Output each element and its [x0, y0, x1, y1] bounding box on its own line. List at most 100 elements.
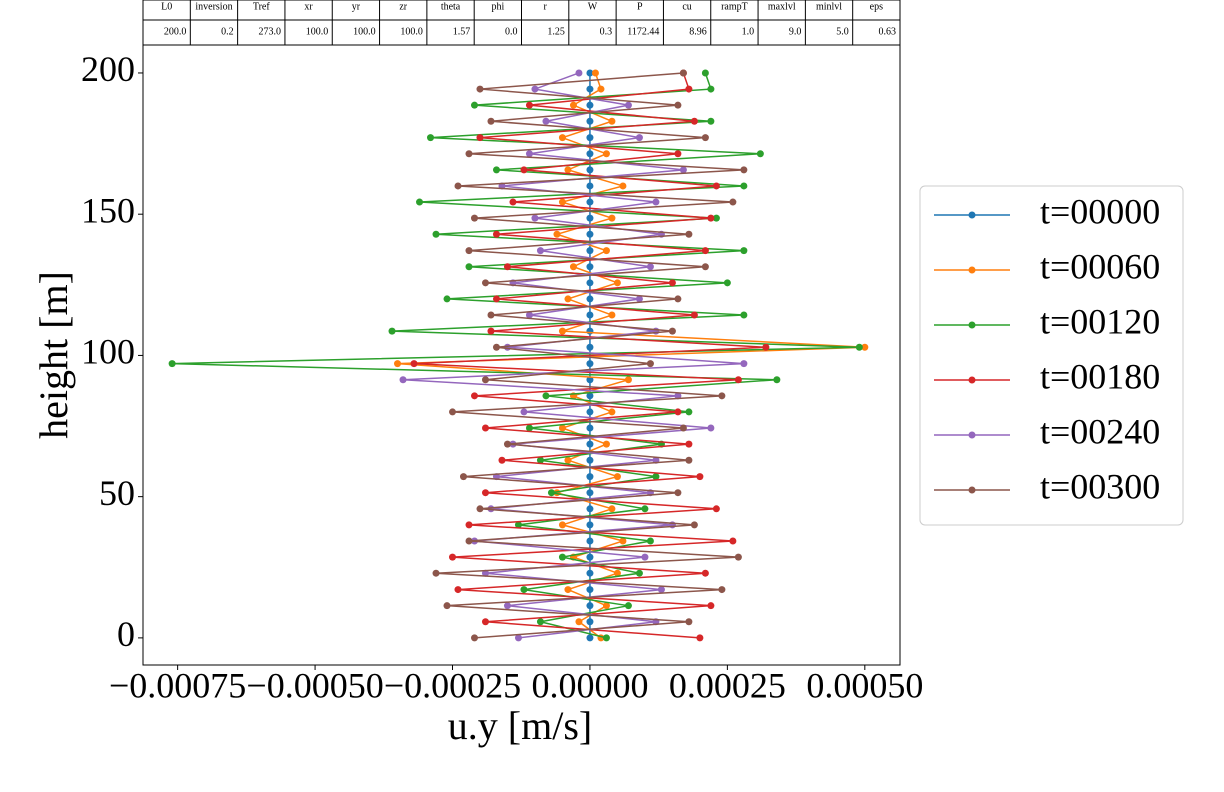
- series-point: [646, 537, 654, 545]
- series-point: [608, 408, 616, 416]
- series-point: [701, 69, 709, 77]
- series-point: [432, 230, 440, 238]
- series-point: [586, 634, 594, 642]
- series-point: [503, 440, 511, 448]
- series-point: [586, 569, 594, 577]
- table-header: Tref: [253, 1, 271, 12]
- series-point: [707, 214, 715, 222]
- series-point: [762, 343, 770, 351]
- series-point: [443, 602, 451, 610]
- series-point: [685, 618, 693, 626]
- series-point: [503, 343, 511, 351]
- table-cell: 1.25: [547, 26, 565, 37]
- series-point: [619, 537, 627, 545]
- table-cell: 1.57: [453, 26, 471, 37]
- series-point: [586, 214, 594, 222]
- series-point: [586, 182, 594, 190]
- series-point: [707, 602, 715, 610]
- table-header: W: [588, 1, 598, 12]
- series-point: [586, 85, 594, 93]
- series-point: [613, 473, 621, 481]
- table-header: yr: [352, 1, 361, 12]
- series-point: [729, 537, 737, 545]
- series-point: [613, 569, 621, 577]
- series-point: [470, 392, 478, 400]
- series-point: [855, 343, 863, 351]
- legend-label: t=00120: [1040, 301, 1160, 341]
- series-point: [536, 618, 544, 626]
- table-cell: 100.0: [400, 26, 423, 37]
- table-header: inversion: [195, 1, 232, 12]
- series-point: [586, 69, 594, 77]
- series-line: [172, 72, 860, 639]
- series-point: [602, 440, 610, 448]
- table-cell: 273.0: [258, 26, 281, 37]
- series-point: [718, 586, 726, 594]
- series-point: [685, 408, 693, 416]
- series-point: [388, 327, 396, 335]
- table-header: r: [543, 1, 547, 12]
- series-point: [564, 456, 572, 464]
- series-point: [608, 117, 616, 125]
- legend-label: t=00000: [1040, 191, 1160, 231]
- series-point: [586, 456, 594, 464]
- table-header: maxlvl: [768, 1, 796, 12]
- y-tick-label: 100: [81, 332, 135, 372]
- series-point: [668, 327, 676, 335]
- series-point: [564, 166, 572, 174]
- table-cell: 8.96: [689, 26, 707, 37]
- series-point: [597, 85, 605, 93]
- series-point: [487, 311, 495, 319]
- series-point: [481, 279, 489, 287]
- series-point: [575, 618, 583, 626]
- series-point: [558, 521, 566, 529]
- table-header: rampT: [721, 1, 748, 12]
- series-point: [558, 327, 566, 335]
- series-point: [553, 230, 561, 238]
- legend-label: t=00240: [1040, 411, 1160, 451]
- series-point: [602, 150, 610, 158]
- table-header: L0: [161, 1, 172, 12]
- series-point: [646, 263, 654, 271]
- table-cell: 1.0: [742, 26, 755, 37]
- series-point: [465, 150, 473, 158]
- series-point: [586, 376, 594, 384]
- series-point: [476, 134, 484, 142]
- series-point: [602, 247, 610, 255]
- y-tick-label: 50: [99, 473, 135, 513]
- series-point: [685, 440, 693, 448]
- series-point: [542, 392, 550, 400]
- series-point: [536, 456, 544, 464]
- series-point: [465, 521, 473, 529]
- series-point: [690, 117, 698, 125]
- series-point: [701, 569, 709, 577]
- series-point: [729, 198, 737, 206]
- series-point: [586, 360, 594, 368]
- series-point: [586, 424, 594, 432]
- series-point: [514, 521, 522, 529]
- series-point: [432, 569, 440, 577]
- series-point: [740, 311, 748, 319]
- series-point: [635, 134, 643, 142]
- table-cell: 100.0: [353, 26, 376, 37]
- series-point: [652, 473, 660, 481]
- series-point: [685, 230, 693, 238]
- x-tick-label: 0.00025: [669, 665, 786, 705]
- series-point: [586, 247, 594, 255]
- series-point: [394, 360, 402, 368]
- series-point: [525, 150, 533, 158]
- series-point: [641, 553, 649, 561]
- series-point: [525, 311, 533, 319]
- series-point: [674, 101, 682, 109]
- series-point: [608, 311, 616, 319]
- series-point: [542, 117, 550, 125]
- series-point: [602, 602, 610, 610]
- series-point: [701, 263, 709, 271]
- series-point: [481, 489, 489, 497]
- series-point: [586, 537, 594, 545]
- x-tick-label: −0.00050: [246, 665, 383, 705]
- series-point: [734, 376, 742, 384]
- legend-marker: [968, 321, 976, 329]
- series-point: [608, 505, 616, 513]
